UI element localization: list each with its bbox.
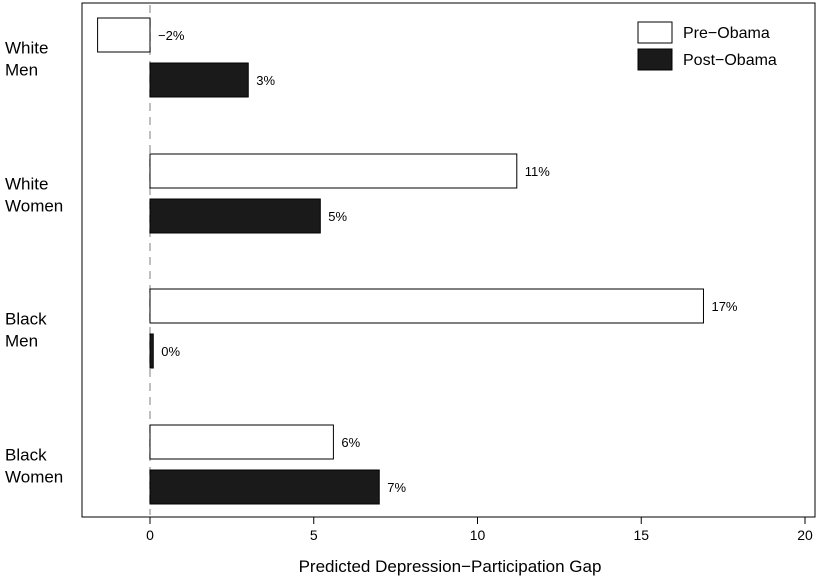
plot-area: [81, 2, 816, 518]
category-label-black-men-line1: Black: [5, 310, 47, 329]
category-label-black-women-line2: Women: [5, 468, 63, 487]
category-label-white-men-line2: Men: [5, 61, 38, 80]
x-tick-label-20: 20: [797, 527, 813, 543]
category-label-white-women-line2: Women: [5, 197, 63, 216]
x-tick-label-10: 10: [470, 527, 486, 543]
bar-black-women-pre-obama: [149, 424, 334, 460]
category-label-black-women-line1: Black: [5, 446, 47, 465]
data-label-white-women-post-obama: 5%: [328, 209, 347, 224]
plot-frame: [81, 2, 816, 518]
category-label-white-men-line1: White: [5, 39, 48, 58]
x-tick-label-15: 15: [633, 527, 649, 543]
bar-black-women-post-obama: [149, 469, 380, 505]
legend-swatch-pre-obama: [637, 21, 673, 44]
legend-label-pre-obama: Pre−Obama: [683, 25, 770, 42]
category-labels: White Men White Women Black Men Black Women: [5, 39, 63, 487]
data-labels: −2% 3% 11% 5% 17% 0% 6% 7%: [158, 28, 738, 495]
x-tick-label-5: 5: [310, 527, 318, 543]
bar-black-men-post-obama: [149, 333, 154, 369]
data-label-black-men-post-obama: 0%: [161, 344, 180, 359]
data-label-black-women-pre-obama: 6%: [341, 435, 360, 450]
category-label-black-men-line2: Men: [5, 332, 38, 351]
bar-black-men-pre-obama: [149, 288, 704, 324]
bar-white-men-post-obama: [149, 62, 249, 98]
legend: Pre−Obama Post−Obama: [637, 21, 777, 71]
data-label-white-men-post-obama: 3%: [256, 73, 275, 88]
bar-white-women-pre-obama: [149, 153, 518, 189]
x-axis-title: Predicted Depression−Participation Gap: [299, 557, 602, 576]
legend-label-post-obama: Post−Obama: [683, 52, 777, 69]
data-label-black-men-pre-obama: 17%: [711, 299, 737, 314]
data-label-white-men-pre-obama: −2%: [158, 28, 185, 43]
bars: [97, 17, 704, 505]
bar-white-men-pre-obama: [97, 17, 151, 53]
data-label-white-women-pre-obama: 11%: [525, 164, 550, 179]
bar-white-women-post-obama: [149, 198, 321, 234]
legend-swatch-post-obama: [637, 48, 673, 71]
x-axis: 0 5 10 15 20: [146, 517, 813, 543]
data-label-black-women-post-obama: 7%: [387, 480, 406, 495]
category-label-white-women-line1: White: [5, 175, 48, 194]
x-tick-label-0: 0: [146, 527, 154, 543]
